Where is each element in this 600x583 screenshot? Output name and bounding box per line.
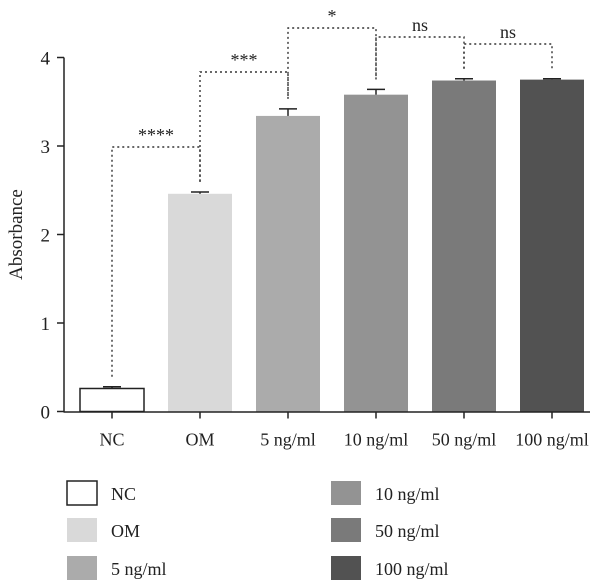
x-tick-label: OM xyxy=(185,430,214,450)
significance-bracket xyxy=(375,36,465,80)
significance-label: ns xyxy=(500,22,516,42)
legend-swatch xyxy=(331,481,361,505)
y-axis-label: Absorbance xyxy=(6,189,27,280)
y-tick-label: 4 xyxy=(41,49,51,70)
legend-label: 50 ng/ml xyxy=(375,521,440,541)
significance-bracket xyxy=(463,43,553,69)
bar-om xyxy=(168,193,232,412)
bars xyxy=(79,77,584,413)
significance-label: *** xyxy=(231,50,258,70)
legend: NC OM 5 ng/ml 10 ng/ml 50 ng/ml 100 ng/ml xyxy=(66,480,449,580)
significance-bracket xyxy=(199,71,289,183)
significance-label: * xyxy=(328,6,337,26)
legend-label: 100 ng/ml xyxy=(375,559,449,579)
x-tick-label: 100 ng/ml xyxy=(515,430,589,450)
significance-annotations: ******** ns ns xyxy=(111,6,553,377)
legend-swatch xyxy=(67,556,97,580)
bar-nc xyxy=(79,387,145,413)
bar-10-ng-ml xyxy=(344,94,408,412)
x-tick-label: 5 ng/ml xyxy=(260,430,316,450)
y-tick-label: 0 xyxy=(41,403,51,424)
x-tick-label: 50 ng/ml xyxy=(432,430,497,450)
x-tick-label: NC xyxy=(99,430,124,450)
legend-label: NC xyxy=(111,484,136,504)
legend-swatch xyxy=(66,480,98,506)
significance-bracket xyxy=(111,146,201,377)
y-tick-label: 1 xyxy=(41,314,51,335)
legend-swatch xyxy=(331,556,361,580)
y-tick-label: 3 xyxy=(41,137,51,158)
x-axis: NC OM 5 ng/ml 10 ng/ml 50 ng/ml 100 ng/ml xyxy=(63,411,590,450)
significance-bracket xyxy=(287,27,377,99)
legend-label: OM xyxy=(111,521,140,541)
bar-50-ng-ml xyxy=(432,80,496,412)
y-axis: 0 1 2 3 4 xyxy=(41,49,65,424)
bar-100-ng-ml xyxy=(520,79,584,412)
legend-swatch xyxy=(67,518,97,542)
legend-label: 5 ng/ml xyxy=(111,559,167,579)
legend-label: 10 ng/ml xyxy=(375,484,440,504)
bar-5-ng-ml xyxy=(256,115,320,412)
significance-label: ns xyxy=(412,15,428,35)
significance-label: **** xyxy=(138,125,174,145)
x-tick-label: 10 ng/ml xyxy=(344,430,409,450)
legend-swatch xyxy=(331,518,361,542)
y-tick-label: 2 xyxy=(41,226,51,247)
